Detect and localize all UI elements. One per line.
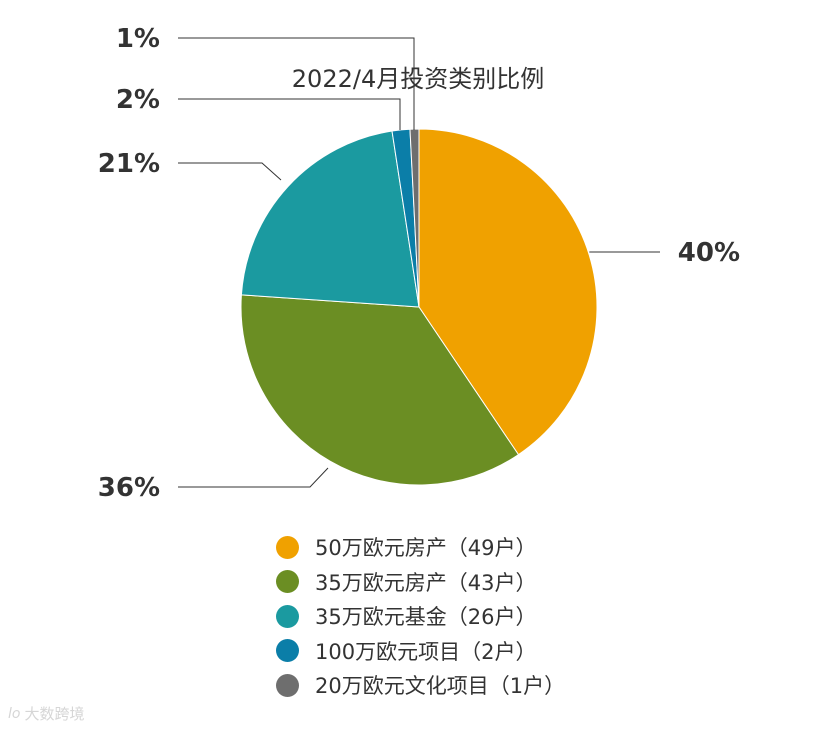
watermark-text: 大数跨境 — [24, 705, 85, 723]
legend-swatch — [276, 639, 299, 663]
data-label: 21% — [98, 149, 160, 179]
legend: 50万欧元房产（49户） 35万欧元房产（43户） 35万欧元基金（26户） 100万… — [276, 530, 565, 703]
watermark-logo: lo — [8, 705, 21, 722]
legend-item: 50万欧元房产（49户） — [276, 530, 565, 565]
legend-swatch — [276, 535, 299, 559]
leader-line — [178, 467, 329, 488]
legend-label: 100万欧元项目（2户） — [315, 639, 537, 664]
pie-slice — [240, 130, 420, 308]
legend-swatch — [276, 604, 299, 628]
pie-slice — [418, 128, 598, 456]
legend-item: 35万欧元房产（43户） — [276, 565, 565, 600]
legend-label: 35万欧元房产（43户） — [315, 570, 537, 595]
legend-swatch — [276, 570, 299, 594]
legend-label: 35万欧元基金（26户） — [315, 605, 537, 630]
leader-line — [178, 37, 415, 130]
legend-label: 50万欧元房产（49户） — [315, 536, 537, 561]
data-label: 1% — [116, 24, 160, 54]
chart-title: 2022/4月投资类别比例 — [292, 65, 544, 93]
legend-label: 20万欧元文化项目（1户） — [315, 674, 566, 699]
pie-chart: 2022/4月投资类别比例 40% 36% 21% 2% 1% — [98, 24, 740, 503]
legend-item: 35万欧元基金（26户） — [276, 599, 565, 634]
data-label: 2% — [116, 85, 160, 115]
watermark: lo 大数跨境 — [8, 703, 84, 724]
data-label: 40% — [678, 238, 740, 268]
leader-line — [178, 98, 401, 130]
legend-item: 100万欧元项目（2户） — [276, 634, 565, 669]
leader-line — [178, 162, 282, 181]
data-label: 36% — [98, 473, 160, 503]
pie-slice — [240, 294, 520, 486]
legend-item: 20万欧元文化项目（1户） — [276, 668, 565, 703]
legend-swatch — [276, 673, 299, 697]
